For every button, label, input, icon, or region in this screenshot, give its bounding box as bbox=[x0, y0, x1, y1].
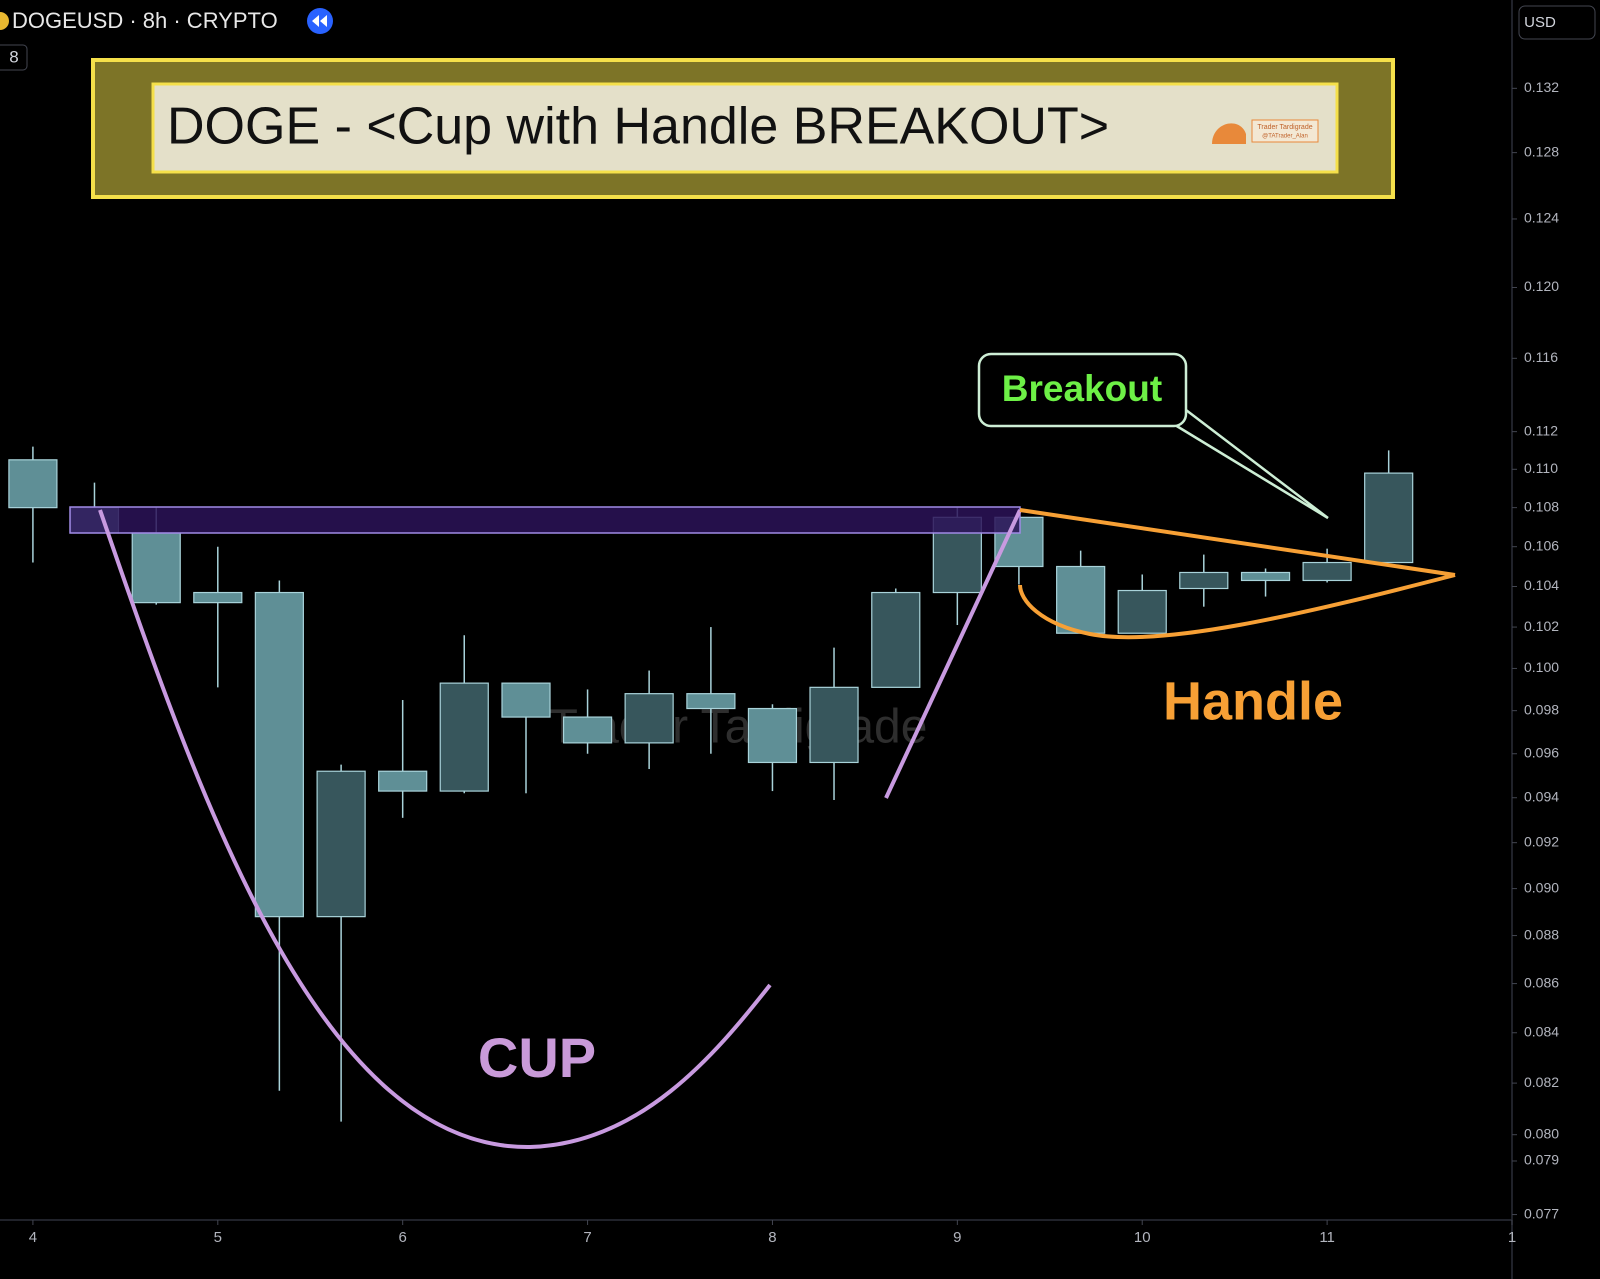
candle-body bbox=[131, 532, 181, 604]
handle-lower-curve bbox=[1018, 573, 1456, 640]
x-tick-label: 11 bbox=[1319, 1229, 1335, 1246]
y-tick-label: 0.082 bbox=[1524, 1074, 1559, 1090]
candle-body bbox=[871, 591, 921, 688]
y-tick-label: 0.124 bbox=[1524, 210, 1559, 226]
y-tick-label: 0.090 bbox=[1524, 879, 1559, 895]
resistance-zone bbox=[69, 506, 1021, 534]
y-tick-label: 0.128 bbox=[1524, 143, 1559, 159]
y-tick-label: 0.094 bbox=[1524, 788, 1559, 804]
x-tick-label: 7 bbox=[583, 1229, 591, 1246]
logo-name: Trader Tardigrade bbox=[1257, 124, 1312, 131]
logo-box bbox=[1251, 119, 1319, 143]
candle-body bbox=[316, 770, 366, 918]
candle-body bbox=[1056, 565, 1106, 634]
title-box bbox=[151, 82, 1339, 174]
y-tick-label: 0.106 bbox=[1524, 537, 1559, 553]
candle-body bbox=[624, 693, 674, 744]
y-tick-label: 0.110 bbox=[1524, 460, 1558, 476]
badge-box bbox=[0, 44, 28, 71]
handle-label: Handle bbox=[1163, 671, 1343, 731]
y-tick-label: 0.096 bbox=[1524, 744, 1559, 760]
y-tick-label: 0.108 bbox=[1524, 498, 1559, 514]
y-tick-label: 0.116 bbox=[1524, 349, 1558, 365]
candle-body bbox=[1179, 571, 1229, 590]
callout-tail bbox=[1174, 409, 1329, 520]
cup-rim-line bbox=[884, 509, 1022, 799]
candle-body bbox=[747, 707, 798, 764]
badge: 8 bbox=[9, 47, 18, 66]
logo-handle: @TATrader_Alan bbox=[1262, 134, 1308, 140]
chart-title: DOGE - <Cup with Handle BREAKOUT> bbox=[167, 98, 1109, 156]
logo-icon bbox=[1212, 123, 1246, 144]
y-tick-label: 0.100 bbox=[1524, 659, 1559, 675]
x-tick-label: 5 bbox=[214, 1229, 222, 1246]
symbol-icon bbox=[0, 12, 9, 30]
candle-body bbox=[809, 686, 859, 764]
candles bbox=[8, 446, 1414, 1122]
y-tick-label: 0.104 bbox=[1524, 577, 1559, 593]
callout-box bbox=[977, 352, 1188, 428]
candle-body bbox=[439, 682, 489, 792]
y-tick-label: 0.084 bbox=[1524, 1023, 1559, 1039]
y-tick-label: 0.080 bbox=[1524, 1125, 1559, 1141]
candle-body bbox=[1364, 472, 1414, 564]
candle-body bbox=[1117, 589, 1167, 634]
x-tick-label: 1 bbox=[1508, 1229, 1516, 1246]
y-tick-label: 0.092 bbox=[1524, 833, 1559, 849]
breakout-label: Breakout bbox=[1002, 368, 1162, 409]
symbol-header: DOGEUSD · 8h · CRYPTO bbox=[12, 8, 278, 33]
handle-upper-line bbox=[1019, 508, 1456, 577]
y-tick-label: 0.102 bbox=[1524, 618, 1559, 634]
y-tick-label: 0.132 bbox=[1524, 79, 1559, 95]
replay-icon bbox=[312, 15, 327, 27]
y-tick-label: 0.079 bbox=[1524, 1152, 1559, 1168]
cup-curve bbox=[98, 509, 772, 1150]
currency-button[interactable] bbox=[1518, 5, 1596, 40]
candle-body bbox=[501, 682, 551, 718]
y-tick-label: 0.120 bbox=[1524, 278, 1559, 294]
y-tick-label: 0.086 bbox=[1524, 974, 1559, 990]
y-tick-label: 0.112 bbox=[1524, 422, 1558, 438]
y-tick-label: 0.098 bbox=[1524, 701, 1559, 717]
x-tick-label: 8 bbox=[768, 1229, 776, 1246]
y-tick-label: 0.077 bbox=[1524, 1205, 1559, 1221]
candle-body bbox=[1240, 571, 1291, 582]
cup-label: CUP bbox=[478, 1026, 596, 1089]
y-tick-label: 0.088 bbox=[1524, 926, 1559, 942]
candle-body bbox=[686, 693, 736, 710]
currency-label: USD bbox=[1524, 14, 1556, 31]
candle-body bbox=[1302, 561, 1352, 582]
x-tick-label: 6 bbox=[399, 1229, 407, 1246]
candle-body bbox=[254, 591, 304, 918]
x-tick-label: 9 bbox=[953, 1229, 961, 1246]
candle-body bbox=[8, 459, 58, 509]
candle-body bbox=[193, 591, 243, 604]
x-tick-label: 4 bbox=[29, 1229, 37, 1246]
x-tick-label: 10 bbox=[1134, 1229, 1151, 1246]
candle-body bbox=[562, 716, 613, 744]
candle-body bbox=[378, 770, 428, 792]
